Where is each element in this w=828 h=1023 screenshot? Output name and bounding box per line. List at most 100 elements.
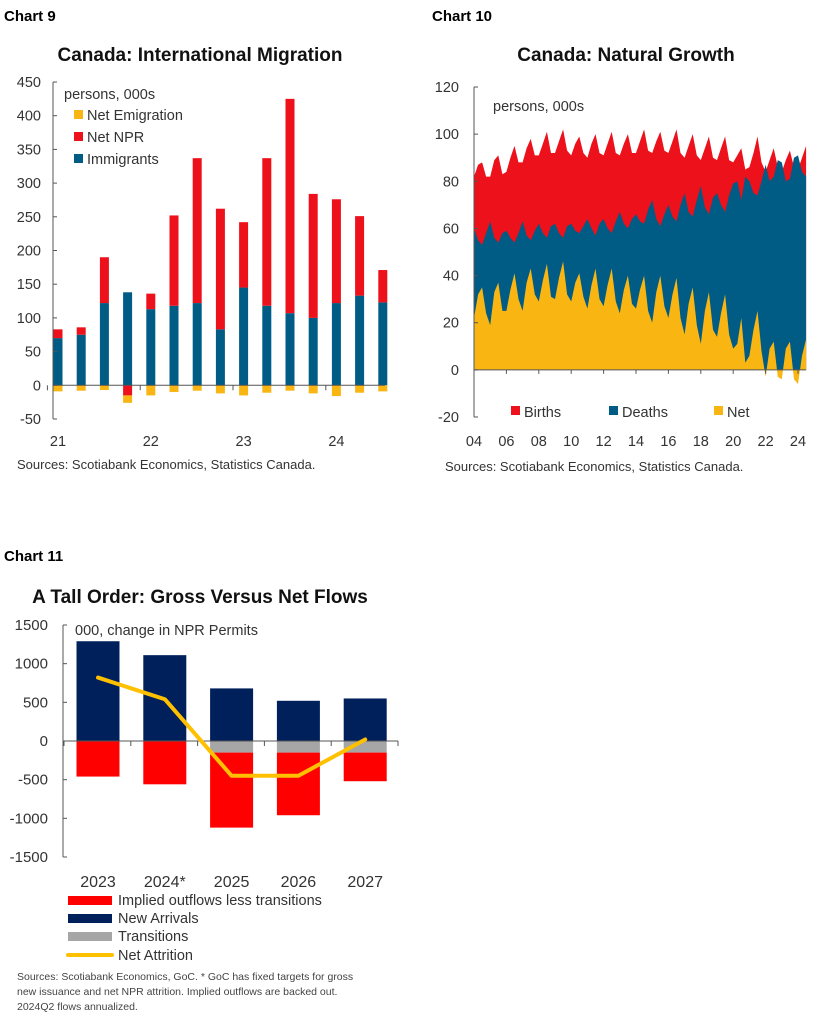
bar-immigrants xyxy=(262,305,272,386)
bar-net-npr xyxy=(331,199,341,304)
x-tick-label: 18 xyxy=(693,434,709,450)
bar-net-emigration xyxy=(169,385,179,393)
chart-11-plot: 2023 2024* 2025 2026 2027 1500 1000 500 0 -500 -10… xyxy=(10,617,399,891)
x-tick-label: 16 xyxy=(660,434,676,450)
legend-new-arrivals: New Arrivals xyxy=(118,911,199,927)
y-tick-label: -50 xyxy=(20,412,41,428)
bar-immigrants xyxy=(355,295,365,386)
legend-immigrants: Immigrants xyxy=(87,152,159,168)
chart-10-source: Sources: Scotiabank Economics, Statistic… xyxy=(445,459,743,474)
bar-immigrants xyxy=(308,317,318,386)
legend-swatch-deaths xyxy=(609,406,618,415)
bar-immigrants xyxy=(169,305,179,386)
chart-11-title: A Tall Order: Gross Versus Net Flows xyxy=(32,587,368,608)
bar-immigrants xyxy=(146,309,156,386)
chart-10: Chart 10 Canada: Natural Growth 12010080… xyxy=(432,8,807,474)
bar-transitions xyxy=(276,741,320,753)
x-tick-label: 12 xyxy=(596,434,612,450)
bar-immigrants xyxy=(123,292,133,386)
x-tick-label: 14 xyxy=(628,434,644,450)
bar-net-npr xyxy=(146,293,156,310)
bar-net-npr xyxy=(308,193,318,318)
legend-swatch-net-npr xyxy=(74,132,83,141)
bar-implied-outflows xyxy=(210,752,254,828)
chart-11-label: Chart 11 xyxy=(4,548,63,565)
bar-net-npr xyxy=(76,327,86,335)
bar-net-emigration xyxy=(192,385,202,391)
x-tick-label: 22 xyxy=(143,434,159,450)
y-tick-label: 450 xyxy=(17,75,41,91)
x-tick-label: 2023 xyxy=(80,874,116,891)
bar-net-npr xyxy=(123,385,133,396)
y-tick-label: 0 xyxy=(33,378,41,394)
bar-net-npr xyxy=(215,208,225,330)
legend-implied-outflows: Implied outflows less transitions xyxy=(118,893,322,909)
area-net xyxy=(474,261,807,384)
bar-immigrants xyxy=(53,338,63,386)
legend-net-npr: Net NPR xyxy=(87,130,144,146)
legend-swatch-births xyxy=(511,406,520,415)
y-tick-label: -1500 xyxy=(10,849,48,866)
y-tick-label: 500 xyxy=(23,694,48,711)
bar-net-npr xyxy=(169,215,179,306)
legend-births: Births xyxy=(524,405,561,421)
legend-swatch-implied-outflows xyxy=(68,896,112,905)
bar-transitions xyxy=(210,741,254,753)
bar-net-emigration xyxy=(239,385,249,396)
y-tick-label: 350 xyxy=(17,142,41,158)
y-tick-label: 250 xyxy=(17,210,41,226)
x-tick-label: 04 xyxy=(466,434,482,450)
y-tick-label: -20 xyxy=(438,410,459,426)
legend-net-attrition: Net Attrition xyxy=(118,948,193,964)
bar-net-emigration xyxy=(146,385,156,396)
bar-net-emigration xyxy=(285,385,295,391)
y-tick-label: 120 xyxy=(435,80,459,96)
bar-net-npr xyxy=(239,222,249,288)
x-tick-label: 2026 xyxy=(281,874,317,891)
bar-net-emigration xyxy=(215,385,225,394)
y-tick-label: -1000 xyxy=(10,810,48,827)
legend-net: Net xyxy=(727,405,750,421)
chart-9-plot: 450 400 350 300 250 200 150 100 50 0 -50 21 22 23 24 xyxy=(17,75,388,450)
x-tick-label: 22 xyxy=(758,434,774,450)
y-tick-label: 400 xyxy=(17,109,41,125)
chart-9-title: Canada: International Migration xyxy=(57,45,342,66)
bar-new-arrivals xyxy=(210,688,254,741)
bar-net-emigration xyxy=(123,395,133,403)
bar-net-npr xyxy=(99,257,109,304)
chart-10-title: Canada: Natural Growth xyxy=(517,45,734,66)
line-net-attrition xyxy=(96,675,368,778)
legend-swatch-transitions xyxy=(68,932,112,941)
chart-11: Chart 11 A Tall Order: Gross Versus Net … xyxy=(4,548,399,1013)
bar-implied-outflows xyxy=(143,741,187,785)
bar-immigrants xyxy=(76,334,86,386)
bar-net-emigration xyxy=(76,385,86,391)
chart-9-unit: persons, 000s xyxy=(64,87,155,103)
bar-immigrants xyxy=(285,313,295,386)
legend-transitions: Transitions xyxy=(118,929,188,945)
y-tick-label: 80 xyxy=(443,174,459,190)
bar-net-emigration xyxy=(331,385,341,397)
legend-swatch-immigrants xyxy=(74,154,83,163)
bar-net-emigration xyxy=(308,385,318,394)
bar-net-npr xyxy=(53,329,63,339)
legend-swatch-new-arrivals xyxy=(68,914,112,923)
bar-new-arrivals xyxy=(343,698,387,741)
bar-net-npr xyxy=(285,98,295,314)
bar-immigrants xyxy=(215,329,225,386)
bar-net-npr xyxy=(378,270,388,303)
chart-9-label: Chart 9 xyxy=(4,8,56,25)
legend-net-emigration: Net Emigration xyxy=(87,108,183,124)
x-tick-label: 10 xyxy=(563,434,579,450)
bar-net-emigration xyxy=(99,385,109,391)
legend-swatch-net-emigration xyxy=(74,110,83,119)
chart-9-source: Sources: Scotiabank Economics, Statistic… xyxy=(17,457,315,472)
bar-new-arrivals xyxy=(276,700,320,741)
y-tick-label: 0 xyxy=(451,363,459,379)
x-tick-label: 2025 xyxy=(214,874,250,891)
y-tick-label: 0 xyxy=(40,733,48,750)
bar-implied-outflows xyxy=(76,741,120,777)
y-tick-label: 50 xyxy=(25,345,41,361)
y-tick-label: 1500 xyxy=(15,617,48,634)
